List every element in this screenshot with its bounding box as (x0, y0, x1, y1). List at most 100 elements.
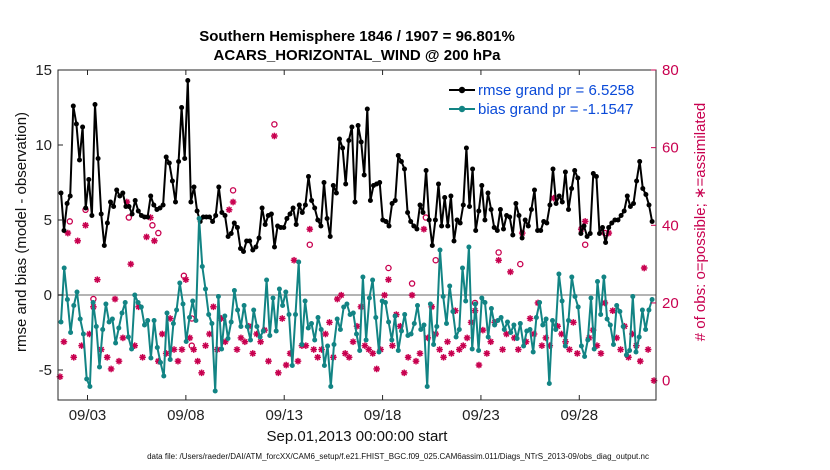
rmse-point (442, 195, 448, 200)
rmse-point (64, 201, 70, 206)
rmse-point (321, 180, 327, 185)
rmse-point (615, 217, 621, 223)
bias-point (318, 327, 324, 332)
bias-point (617, 309, 623, 314)
bias-point (312, 337, 318, 343)
bias-point (434, 324, 440, 329)
rmse-point (398, 159, 404, 164)
obs-assimilated-point (448, 350, 455, 357)
bias-point (646, 307, 652, 313)
chart-title: Southern Hemisphere 1846 / 1907 = 96.801… (199, 28, 515, 45)
bias-point (578, 343, 584, 349)
bias-point (537, 300, 543, 305)
bias-point (540, 322, 546, 328)
obs-assimilated-point (400, 369, 408, 377)
bias-point (427, 301, 433, 307)
obs-possible-point (149, 222, 156, 229)
rmse-point (559, 199, 565, 205)
rmse-point (649, 219, 655, 224)
bias-point (180, 301, 186, 307)
rmse-point (587, 231, 593, 236)
bias-point (280, 303, 286, 308)
rmse-point (569, 186, 575, 191)
bias-point (68, 330, 74, 335)
obs-possible-point (125, 214, 133, 221)
rmse-point (624, 193, 630, 199)
star-stroke (609, 307, 616, 314)
y-right-tick-label: 20 (662, 295, 679, 312)
bias-point (508, 330, 514, 335)
bias-point (492, 322, 498, 328)
obs-possible-point (432, 256, 439, 264)
bias-point (482, 300, 488, 305)
x-tick-label: 09/18 (364, 407, 402, 424)
obs-assimilated-point (640, 264, 648, 272)
star-stroke (230, 199, 236, 205)
rmse-point (70, 103, 76, 109)
obs-assimilated-point (408, 291, 416, 299)
bias-point (472, 301, 478, 307)
rmse-point (148, 193, 154, 199)
obs-assimilated-point (436, 346, 443, 353)
bias-point (350, 310, 356, 316)
rmse-point (213, 213, 219, 218)
obs-assimilated-point (574, 350, 581, 357)
obs-assimilated-point (416, 350, 424, 357)
rmse-point (507, 214, 513, 220)
bias-point (553, 327, 559, 332)
star-stroke (539, 342, 545, 349)
rmse-point (562, 169, 568, 175)
rmse-point (528, 207, 534, 212)
rmse-point (494, 228, 500, 233)
rmse-point (262, 222, 268, 227)
star-stroke (338, 292, 345, 299)
star-stroke (365, 346, 372, 353)
star-stroke (617, 346, 624, 353)
rmse-point (364, 106, 370, 112)
rmse-point (129, 211, 135, 217)
bias-point (550, 318, 555, 323)
obs-assimilated-point (310, 346, 318, 353)
plot-frame (57, 69, 657, 401)
rmse-point (405, 210, 411, 215)
star-stroke (206, 331, 213, 337)
bias-point (498, 315, 504, 320)
star-stroke (310, 346, 317, 353)
bias-point (129, 346, 135, 352)
bias-point (569, 274, 575, 280)
rmse-point (488, 207, 494, 212)
bias-point (289, 363, 295, 368)
star-stroke (322, 331, 329, 337)
bias-point (421, 322, 427, 328)
star-stroke (436, 346, 443, 353)
bias-point (100, 327, 106, 332)
bias-point (109, 316, 115, 322)
y-tick-label: 10 (35, 137, 52, 154)
bias-point (151, 318, 157, 323)
star-stroke (413, 358, 419, 365)
obs-assimilated-point (349, 338, 357, 346)
rmse-point (640, 186, 646, 191)
obs-assimilated-point (194, 357, 201, 365)
obs-assimilated-point (178, 346, 186, 353)
rmse-point (417, 202, 423, 208)
legend-rmse-label: rmse grand pr = 6.5258 (478, 82, 634, 99)
star-stroke (582, 218, 589, 225)
rmse-point (423, 168, 429, 173)
obs-assimilated-point (326, 319, 333, 326)
rmse-point (179, 105, 185, 110)
rmse-point (194, 208, 200, 214)
bias-point (501, 327, 507, 332)
star-stroke (570, 319, 577, 326)
rmse-point (324, 216, 330, 221)
obs-assimilated-point (60, 338, 68, 346)
star-stroke (139, 354, 146, 361)
obs-assimilated-point (385, 276, 392, 283)
star-stroke (476, 362, 482, 368)
bias-point (80, 331, 86, 337)
rmse-point (268, 211, 274, 217)
obs-assimilated-point (487, 338, 495, 346)
x-axis-label: Sep.01,2013 00:00:00 start (267, 428, 449, 445)
star-stroke (558, 331, 565, 337)
obs-assimilated-point (322, 330, 329, 338)
